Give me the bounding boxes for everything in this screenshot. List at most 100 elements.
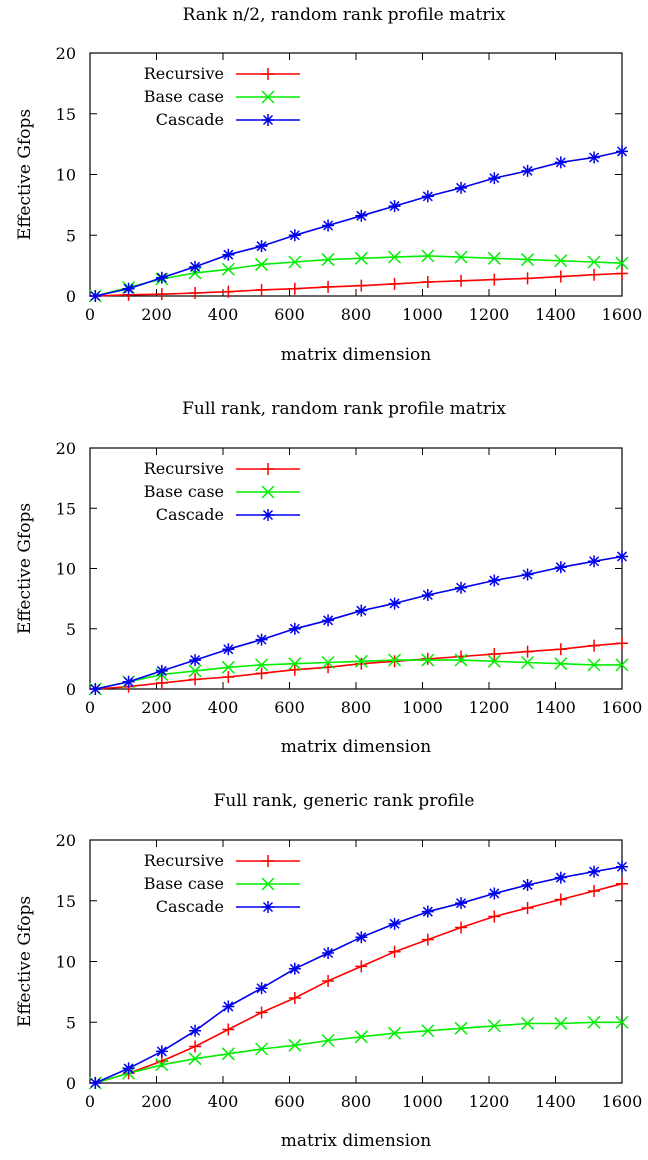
x-tick-label: 200	[141, 305, 172, 324]
data-point	[616, 877, 628, 890]
data-point	[521, 164, 534, 177]
data-point	[487, 1019, 501, 1033]
data-point	[89, 1077, 102, 1089]
data-point	[616, 637, 628, 650]
data-point	[321, 1033, 335, 1048]
data-point	[588, 639, 601, 652]
data-point	[587, 658, 601, 672]
series-line	[95, 150, 623, 297]
data-point	[521, 645, 534, 658]
data-point	[455, 181, 468, 194]
data-point	[155, 288, 168, 301]
data-point	[155, 1045, 168, 1058]
data-point	[421, 905, 434, 918]
series-cascade	[89, 550, 628, 695]
data-point	[288, 255, 302, 269]
x-tick-label: 0	[85, 1092, 95, 1111]
data-point	[487, 251, 501, 265]
data-point	[222, 248, 235, 261]
legend-marker	[261, 485, 275, 499]
data-point	[288, 991, 301, 1004]
series-line	[95, 1021, 622, 1084]
data-point	[122, 1062, 135, 1075]
legend-marker	[262, 68, 274, 80]
data-point	[421, 933, 434, 946]
y-tick-label: 20	[56, 439, 76, 458]
data-point	[189, 1024, 202, 1037]
data-point	[488, 574, 501, 587]
data-point	[322, 280, 335, 293]
legend-label: Base case	[144, 482, 224, 501]
series-cascade	[89, 860, 628, 1089]
x-tick-label: 800	[341, 698, 372, 717]
data-point	[255, 257, 269, 271]
x-tick-label: 400	[208, 698, 239, 717]
data-point	[488, 172, 501, 185]
y-tick-label: 15	[56, 499, 76, 518]
data-point	[189, 260, 202, 273]
data-point	[554, 1016, 568, 1030]
y-tick-label: 20	[56, 831, 76, 850]
data-point	[322, 946, 335, 959]
data-point	[288, 663, 301, 676]
data-point	[255, 667, 268, 680]
data-point	[615, 256, 629, 270]
data-point	[189, 286, 202, 299]
x-tick-label: 1400	[535, 698, 576, 717]
data-point	[322, 219, 335, 232]
data-point	[255, 1006, 268, 1019]
legend-marker	[262, 463, 274, 475]
data-point	[388, 250, 402, 264]
y-axis-label: Effective Gfops	[15, 109, 35, 240]
legend-marker	[261, 90, 275, 104]
data-point	[122, 675, 135, 688]
chart-title: Rank n/2, random rank profile matrix	[183, 5, 506, 25]
x-tick-label: 600	[274, 1092, 305, 1111]
x-tick-label: 0	[85, 698, 95, 717]
x-tick-label: 1400	[535, 1092, 576, 1111]
data-point	[588, 555, 601, 568]
data-point	[288, 962, 301, 975]
legend-label: Cascade	[156, 897, 224, 916]
data-point	[616, 550, 628, 563]
chart-full-rank-random: Full rank, random rank profile matrix 0 5 1…	[15, 399, 642, 757]
x-tick-label: 1400	[535, 305, 576, 324]
data-point	[122, 282, 135, 295]
data-point	[355, 657, 368, 670]
data-point	[488, 910, 501, 923]
data-point	[388, 200, 401, 213]
data-point	[355, 931, 368, 944]
series-recursive	[89, 267, 628, 302]
x-tick-label: 1000	[402, 305, 443, 324]
data-point	[554, 643, 567, 656]
data-point	[189, 673, 202, 686]
data-point	[421, 249, 435, 263]
data-point	[388, 1026, 402, 1040]
x-tick-label: 400	[208, 1092, 239, 1111]
data-point	[521, 568, 534, 581]
data-point	[155, 676, 168, 689]
data-point	[616, 860, 628, 873]
data-point	[421, 653, 435, 667]
data-point	[354, 654, 368, 668]
data-point	[488, 887, 501, 900]
data-point	[588, 865, 601, 878]
data-point	[255, 240, 268, 253]
data-point	[322, 614, 335, 627]
data-point	[222, 1000, 235, 1013]
legend-marker	[261, 877, 275, 891]
x-tick-label: 1600	[602, 1092, 643, 1111]
data-point	[421, 652, 434, 665]
legend-label: Cascade	[156, 505, 224, 524]
data-point	[321, 655, 335, 670]
legend-label: Base case	[144, 87, 224, 106]
data-point	[421, 1024, 435, 1038]
data-point	[388, 655, 401, 668]
data-point	[421, 589, 434, 602]
data-point	[587, 255, 601, 269]
data-point	[454, 653, 468, 667]
data-point	[615, 1015, 629, 1029]
data-point	[616, 145, 628, 158]
data-point	[388, 945, 401, 958]
x-axis-label: matrix dimension	[281, 737, 431, 757]
